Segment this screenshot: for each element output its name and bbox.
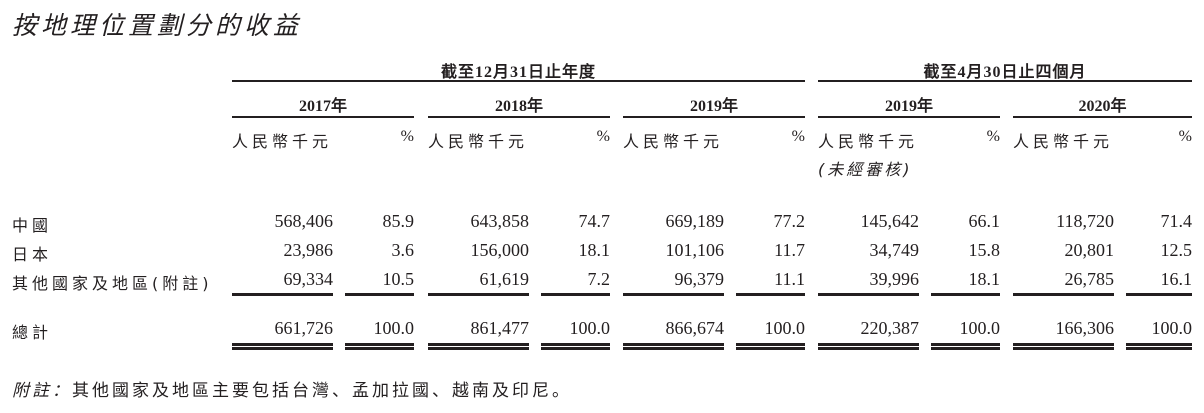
percent-cell: 15.8 (968, 240, 1001, 260)
percent-header: % (986, 128, 1000, 145)
period-header-year: 截至12月31日止年度 (440, 64, 596, 81)
divider (232, 80, 805, 82)
total-double-underline (736, 343, 805, 350)
percent-cell: 100.0 (764, 318, 806, 338)
amount-cell: 61,619 (479, 269, 530, 289)
percent-cell: 100.0 (373, 318, 415, 338)
amount-cell: 145,642 (860, 211, 920, 231)
divider (818, 80, 1192, 82)
column-year-header: 2018年 (494, 98, 543, 115)
currency-unit-header: 人民幣千元 (232, 132, 333, 151)
currency-unit-header: 人民幣千元 (1013, 132, 1114, 151)
divider (623, 116, 805, 118)
table-row-label: 日本 (12, 245, 53, 264)
total-double-underline (541, 343, 610, 350)
percent-cell: 3.6 (391, 240, 415, 260)
percent-header: % (1178, 128, 1192, 145)
percent-cell: 100.0 (959, 318, 1001, 338)
amount-cell: 118,720 (1056, 211, 1114, 231)
total-double-underline (428, 343, 529, 350)
percent-cell: 85.9 (382, 211, 415, 231)
subtotal-underline (1013, 293, 1114, 296)
unaudited-note: (未經審核) (818, 160, 913, 179)
subtotal-underline (541, 293, 610, 296)
divider (232, 116, 414, 118)
total-double-underline (623, 343, 724, 350)
percent-cell: 77.2 (773, 211, 806, 231)
subtotal-underline (428, 293, 529, 296)
subtotal-underline (345, 293, 414, 296)
amount-cell: 568,406 (274, 211, 334, 231)
amount-cell: 861,477 (470, 318, 530, 338)
percent-cell: 66.1 (968, 211, 1001, 231)
subtotal-underline (818, 293, 919, 296)
amount-cell: 101,106 (665, 240, 725, 260)
amount-cell: 96,379 (674, 269, 725, 289)
column-year-header: 2020年 (1078, 98, 1127, 115)
period-header-four-months: 截至4月30日止四個月 (923, 64, 1087, 81)
footnote: 附註：其他國家及地區主要包括台灣、孟加拉國、越南及印尼。 (12, 376, 572, 401)
percent-cell: 11.7 (774, 240, 805, 260)
percent-cell: 71.4 (1160, 211, 1193, 231)
subtotal-underline (931, 293, 1000, 296)
subtotal-underline (232, 293, 333, 296)
percent-cell: 7.2 (587, 269, 611, 289)
amount-cell: 669,189 (665, 211, 725, 231)
total-double-underline (931, 343, 1000, 350)
total-row-label: 總計 (12, 323, 53, 342)
amount-cell: 866,674 (665, 318, 725, 338)
percent-cell: 100.0 (569, 318, 611, 338)
column-year-header: 2019年 (884, 98, 933, 115)
amount-cell: 26,785 (1064, 269, 1115, 289)
table-row-label: 中國 (12, 216, 53, 235)
currency-unit-header: 人民幣千元 (818, 132, 919, 151)
percent-cell: 18.1 (578, 240, 611, 260)
amount-cell: 39,996 (869, 269, 920, 289)
percent-cell: 18.1 (968, 269, 1001, 289)
percent-cell: 100.0 (1151, 318, 1193, 338)
footnote-prefix: 附註： (12, 381, 72, 401)
amount-cell: 23,986 (283, 240, 334, 260)
amount-cell: 220,387 (860, 318, 920, 338)
total-double-underline (1013, 343, 1114, 350)
percent-cell: 74.7 (578, 211, 611, 231)
percent-header: % (596, 128, 610, 145)
total-double-underline (1126, 343, 1192, 350)
divider (818, 116, 1000, 118)
amount-cell: 661,726 (274, 318, 334, 338)
subtotal-underline (736, 293, 805, 296)
amount-cell: 69,334 (283, 269, 334, 289)
currency-unit-header: 人民幣千元 (623, 132, 724, 151)
column-year-header: 2017年 (298, 98, 347, 115)
total-double-underline (345, 343, 414, 350)
percent-header: % (400, 128, 414, 145)
amount-cell: 166,306 (1055, 318, 1115, 338)
section-title: 按地理位置劃分的收益 (12, 11, 303, 40)
amount-cell: 156,000 (470, 240, 530, 260)
amount-cell: 643,858 (470, 211, 530, 231)
amount-cell: 34,749 (869, 240, 920, 260)
footnote-text: 其他國家及地區主要包括台灣、孟加拉國、越南及印尼。 (72, 381, 572, 401)
divider (428, 116, 610, 118)
percent-cell: 12.5 (1160, 240, 1193, 260)
subtotal-underline (623, 293, 724, 296)
column-year-header: 2019年 (689, 98, 738, 115)
amount-cell: 20,801 (1064, 240, 1115, 260)
percent-cell: 16.1 (1160, 269, 1193, 289)
percent-header: % (791, 128, 805, 145)
table-row-label: 其他國家及地區(附註) (12, 274, 213, 293)
currency-unit-header: 人民幣千元 (428, 132, 529, 151)
total-double-underline (232, 343, 333, 350)
divider (1013, 116, 1192, 118)
percent-cell: 11.1 (774, 269, 805, 289)
percent-cell: 10.5 (382, 269, 415, 289)
subtotal-underline (1126, 293, 1192, 296)
total-double-underline (818, 343, 919, 350)
